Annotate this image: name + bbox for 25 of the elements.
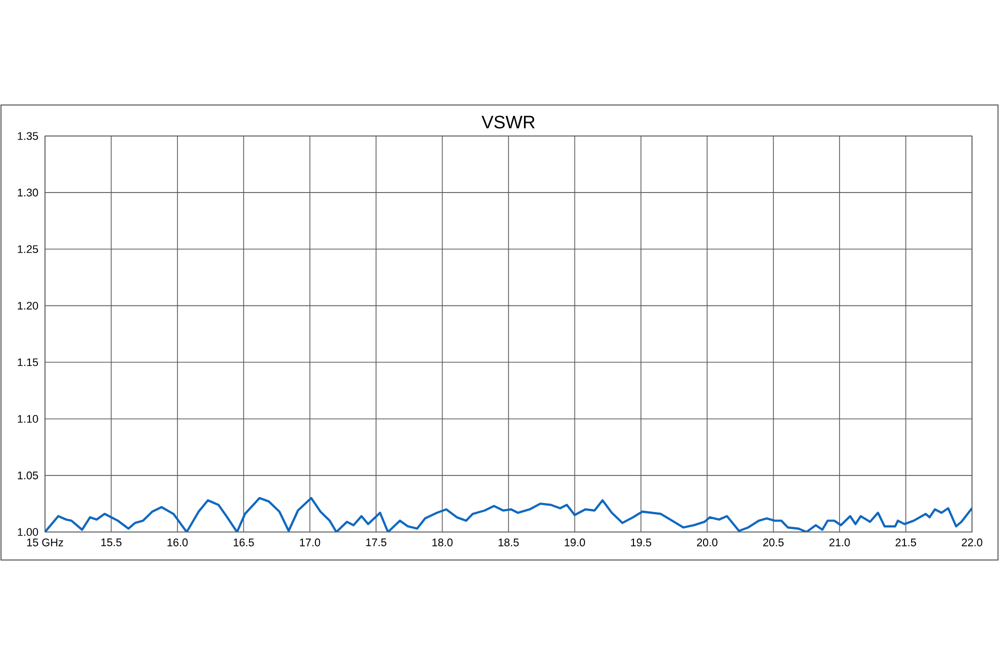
y-tick-label: 1.10 xyxy=(18,414,38,423)
x-tick-label: 15 GHz xyxy=(27,538,64,546)
x-tick-label: 17.5 xyxy=(366,538,386,546)
line-series xyxy=(45,496,972,532)
chart-title: VSWR xyxy=(482,116,535,128)
x-tick-label: 15.5 xyxy=(101,538,122,546)
x-tick-label: 16.0 xyxy=(168,538,188,546)
x-tick-label: 16.5 xyxy=(234,538,254,546)
y-tick-label: 1.30 xyxy=(18,188,38,196)
y-tick-label: 1.25 xyxy=(18,245,38,254)
x-tick-label: 20.5 xyxy=(763,538,784,546)
x-tick-label: 17.0 xyxy=(300,538,320,546)
y-tick-label: 1.35 xyxy=(18,132,38,140)
x-tick-label: 19.0 xyxy=(564,538,585,546)
x-tick-label: 18.5 xyxy=(498,538,519,546)
y-tick-label: 1.00 xyxy=(18,528,38,536)
y-tick-label: 1.20 xyxy=(18,302,38,310)
y-tick-label: 1.15 xyxy=(18,358,38,366)
x-tick-label: 22.0 xyxy=(962,538,982,546)
x-tick-label: 21.0 xyxy=(829,538,850,546)
x-tick-label: 20.0 xyxy=(696,538,718,546)
x-tick-label: 18.0 xyxy=(432,538,453,546)
x-tick-label: 21.5 xyxy=(896,538,916,546)
y-tick-label: 1.05 xyxy=(18,472,38,480)
x-tick-label: 19.5 xyxy=(631,538,652,546)
